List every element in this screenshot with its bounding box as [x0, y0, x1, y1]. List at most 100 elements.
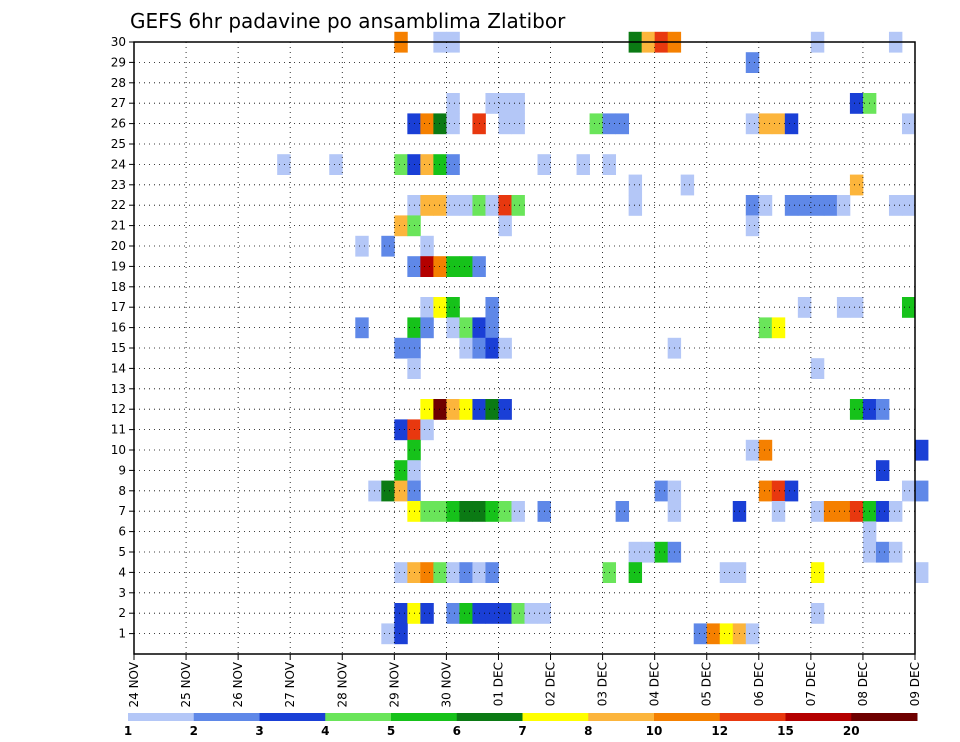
heatmap-cell	[420, 113, 434, 135]
y-tick-label: 26	[111, 117, 126, 131]
heatmap-cell	[355, 235, 369, 257]
heatmap-cell	[615, 113, 630, 135]
heatmap-cell	[394, 419, 408, 441]
x-tick-label: 04 DEC	[648, 662, 662, 706]
heatmap-cell	[394, 215, 408, 237]
heatmap-cell	[589, 113, 603, 135]
heatmap-cell	[394, 154, 408, 175]
heatmap-cell	[810, 603, 825, 624]
x-tick-label: 02 DEC	[544, 662, 558, 706]
heatmap-cell	[771, 317, 786, 339]
x-tick-label: 07 DEC	[804, 662, 818, 706]
heatmap-cell	[498, 93, 512, 114]
grid-lines	[134, 41, 915, 654]
heatmap-cell	[771, 113, 786, 135]
heatmap-cell	[420, 256, 434, 277]
heatmap-cell	[810, 195, 825, 216]
heatmap-cell	[615, 501, 630, 522]
heatmap-cell	[758, 439, 773, 461]
heatmap-cell	[420, 603, 434, 624]
heatmap-cell	[498, 195, 512, 216]
heatmap-cell	[433, 256, 447, 277]
heatmap-cell	[758, 317, 773, 339]
heatmap-cell	[420, 297, 434, 318]
y-tick-label: 6	[118, 525, 126, 539]
heatmap-cell	[394, 460, 408, 481]
heatmap-cell	[446, 603, 460, 624]
heatmap-cell	[485, 93, 499, 114]
heatmap-cell	[784, 113, 799, 135]
heatmap-cell	[524, 603, 538, 624]
heatmap-cell	[823, 501, 838, 522]
colorbar-swatch	[719, 713, 786, 721]
y-tick-label: 17	[111, 300, 126, 314]
y-tick-label: 9	[118, 463, 126, 477]
heatmap-cell	[446, 317, 460, 339]
colorbar-swatch	[654, 713, 721, 721]
heatmap-cell	[901, 480, 916, 502]
heatmap-cell	[433, 154, 447, 175]
x-tick-label: 26 NOV	[231, 661, 245, 707]
heatmap-cell	[758, 113, 773, 135]
heatmap-cell	[875, 541, 890, 563]
heatmap-cell	[420, 562, 434, 583]
heatmap-cell	[901, 195, 916, 216]
x-tick-label: 28 NOV	[335, 661, 349, 707]
heatmap-cell	[654, 541, 669, 563]
heatmap-cell	[771, 480, 786, 502]
heatmap-cell	[420, 399, 434, 420]
heatmap-cell	[498, 399, 512, 420]
heatmap-cell	[277, 154, 291, 175]
colorbar-label: 20	[843, 724, 860, 738]
heatmap-cell	[745, 623, 760, 645]
heatmap-cell	[810, 358, 825, 379]
heatmap-cell	[511, 195, 525, 216]
colorbar-label: 12	[711, 724, 728, 738]
y-tick-label: 16	[111, 321, 126, 335]
y-tick-label: 29	[111, 55, 126, 69]
y-tick-label: 8	[118, 484, 126, 498]
heatmap-cell	[888, 195, 903, 216]
heatmap-cell	[511, 113, 525, 135]
x-tick-label: 30 NOV	[439, 661, 453, 707]
heatmap-cell	[381, 480, 395, 502]
heatmap-cell	[875, 460, 890, 481]
heatmap-cell	[459, 501, 473, 522]
y-tick-label: 22	[111, 198, 126, 212]
x-tick-label: 08 DEC	[856, 662, 870, 706]
y-tick-label: 1	[118, 627, 126, 641]
heatmap-cell	[745, 195, 760, 216]
heatmap-cell	[420, 235, 434, 257]
y-tick-label: 3	[118, 586, 126, 600]
heatmap-cell	[745, 215, 760, 237]
heatmap-cell	[446, 562, 460, 583]
colorbar-label: 3	[255, 724, 263, 738]
heatmap-cell	[381, 623, 395, 645]
x-tick-label: 29 NOV	[387, 661, 401, 707]
chart-title: GEFS 6hr padavine po ansamblima Zlatibor	[130, 9, 566, 33]
heatmap-cell	[329, 154, 343, 175]
x-tick-label: 27 NOV	[283, 661, 297, 707]
y-tick-label: 30	[111, 35, 126, 49]
heatmap-cell	[394, 562, 408, 583]
heatmap-cell	[901, 297, 916, 318]
heatmap-cell	[446, 297, 460, 318]
heatmap-cell	[485, 337, 499, 359]
y-tick-label: 27	[111, 96, 126, 110]
heatmap-cell	[758, 195, 773, 216]
heatmap-cell	[498, 215, 512, 237]
heatmap-cell	[355, 317, 369, 339]
heatmap-cell	[915, 480, 929, 502]
heatmap-cell	[485, 317, 499, 339]
heatmap-cell	[511, 501, 525, 522]
heatmap-cell	[446, 256, 460, 277]
heatmap-cell	[628, 562, 643, 583]
colorbar-swatch	[588, 713, 655, 721]
heatmap-cell	[446, 113, 460, 135]
y-tick-label: 4	[118, 565, 126, 579]
heatmap-cell	[420, 317, 434, 339]
heatmap-cell	[836, 195, 851, 216]
colorbar-swatch	[128, 713, 195, 721]
heatmap-cell	[849, 174, 864, 196]
y-tick-label: 15	[111, 341, 126, 355]
